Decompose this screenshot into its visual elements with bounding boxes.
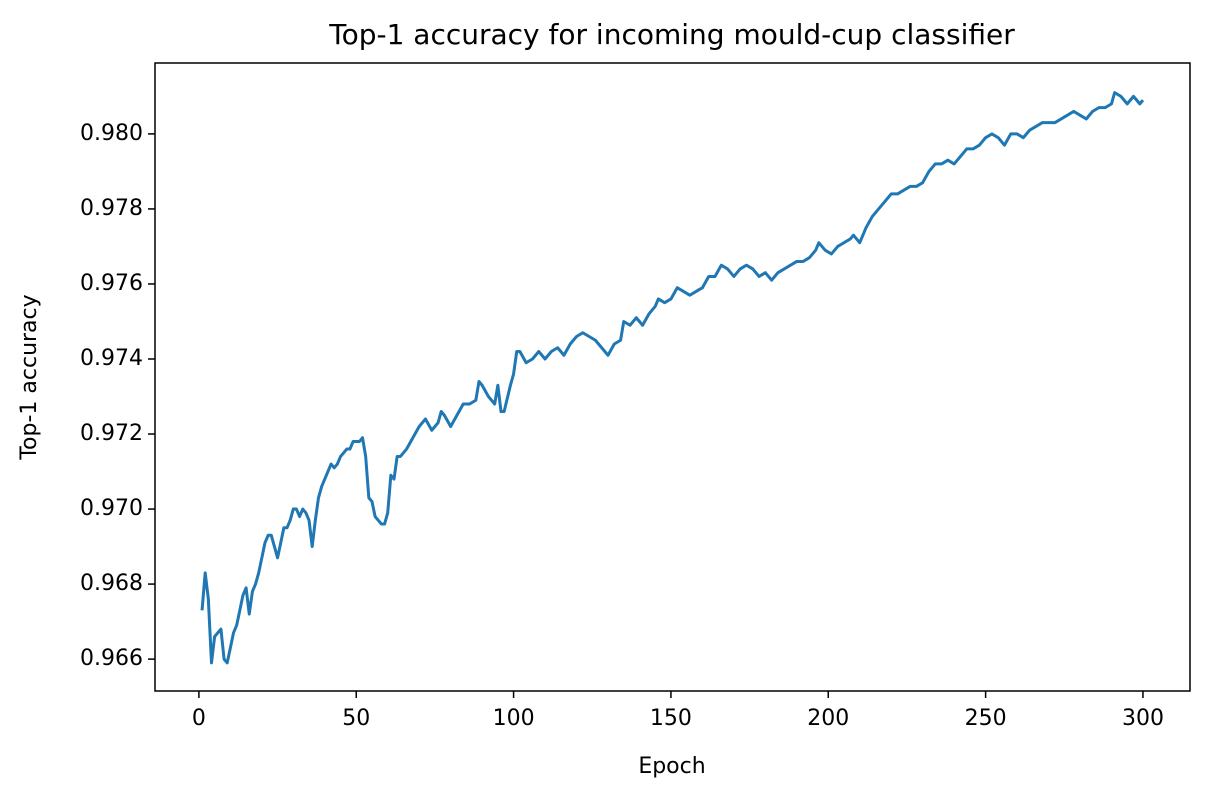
y-tick-label: 0.974 [80,346,143,371]
chart-title: Top-1 accuracy for incoming mould-cup cl… [328,18,1015,51]
x-tick-label: 150 [650,706,692,731]
x-tick-label: 100 [493,706,535,731]
y-tick-label: 0.978 [80,196,143,221]
y-tick-label: 0.970 [80,496,143,521]
y-tick-label: 0.968 [80,571,143,596]
x-tick-label: 300 [1122,706,1164,731]
x-tick-label: 200 [807,706,849,731]
y-tick-label: 0.976 [80,271,143,296]
x-tick-label: 0 [192,706,206,731]
x-axis-label: Epoch [638,754,705,779]
x-tick-label: 250 [965,706,1007,731]
y-tick-label: 0.980 [80,121,143,146]
data-line [200,91,1145,665]
y-tick-label: 0.972 [80,421,143,446]
y-tick-label: 0.966 [80,646,143,671]
x-tick-label: 50 [342,706,370,731]
y-axis-label: Top-1 accuracy [17,294,42,460]
plot-frame [154,62,1191,692]
